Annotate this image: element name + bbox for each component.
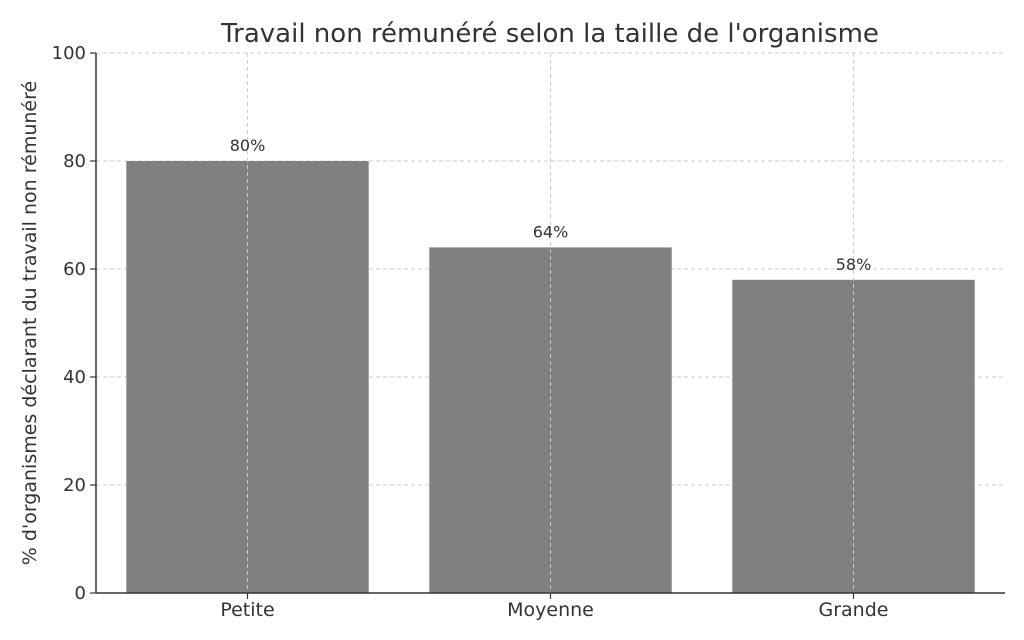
- y-tick-label: 0: [75, 583, 86, 604]
- x-tick-label: Petite: [220, 599, 274, 621]
- y-axis-label: % d'organismes déclarant du travail non …: [19, 81, 41, 565]
- vertical-grid-lines: [247, 53, 854, 593]
- axes: [90, 52, 1005, 599]
- bar-grande: [732, 279, 975, 593]
- y-tick-label: 80: [63, 151, 86, 172]
- labels: 0 20 40 60 80 100 Petite 80% Moyenne 64% Grande 58%: [52, 43, 889, 621]
- data-label: 58%: [836, 255, 872, 274]
- x-tick-label: Grande: [819, 599, 889, 621]
- y-tick-label: 100: [52, 43, 86, 64]
- chart-title: Travail non rémunéré selon la taille de …: [220, 19, 879, 49]
- y-tick-label: 20: [63, 475, 86, 496]
- y-tick-label: 60: [63, 259, 86, 280]
- y-tick-label: 40: [63, 367, 86, 388]
- x-tick-label: Moyenne: [507, 599, 594, 621]
- data-label: 64%: [533, 222, 569, 241]
- data-label: 80%: [230, 136, 266, 155]
